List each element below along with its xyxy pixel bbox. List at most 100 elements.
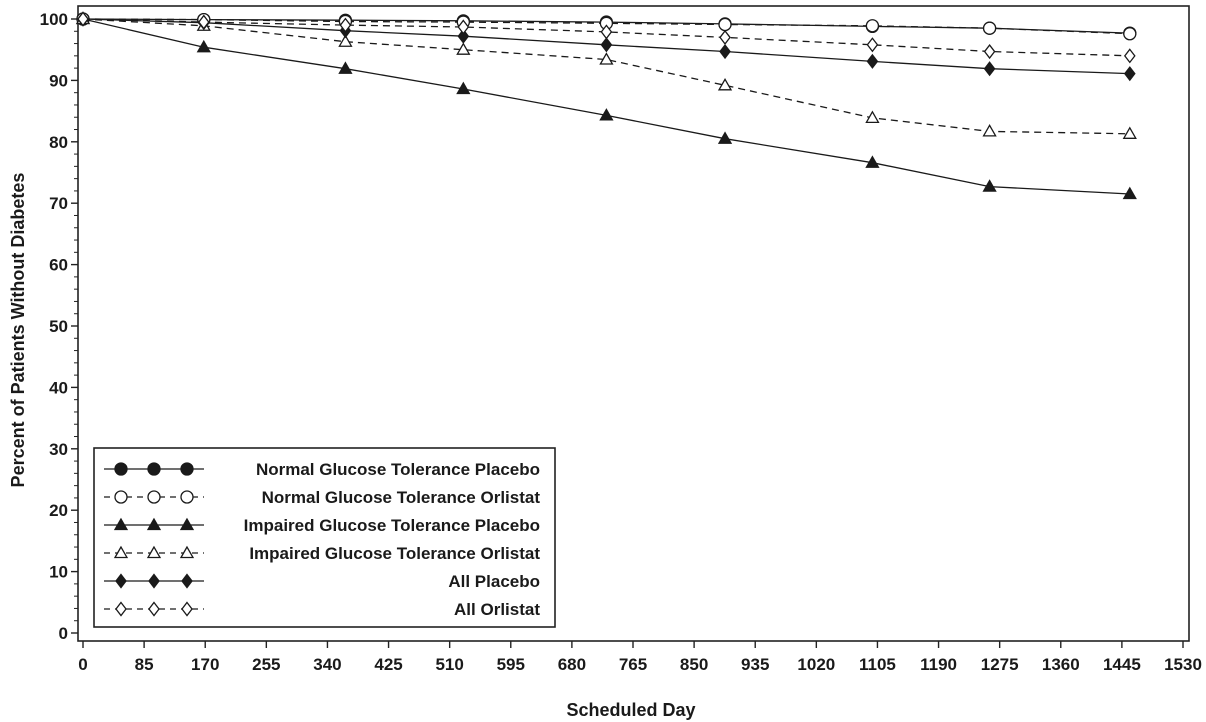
legend-marker	[179, 517, 195, 531]
y-tick-label: 80	[49, 133, 68, 152]
legend-label: Normal Glucose Tolerance Orlistat	[262, 488, 541, 507]
data-point	[599, 108, 614, 121]
legend-marker	[115, 601, 127, 617]
data-point	[719, 43, 731, 60]
data-point	[338, 34, 353, 47]
data-point	[982, 21, 997, 35]
legend-marker	[146, 545, 162, 559]
data-point	[866, 37, 879, 53]
series-6	[77, 11, 1136, 64]
data-point	[865, 110, 880, 124]
data-point	[599, 52, 614, 65]
y-tick-label: 20	[49, 501, 68, 520]
legend-marker	[180, 462, 194, 476]
x-tick-label: 340	[313, 655, 341, 674]
x-tick-label: 255	[252, 655, 280, 674]
data-point	[983, 43, 996, 60]
y-tick-label: 0	[59, 624, 68, 643]
y-tick-label: 10	[49, 563, 68, 582]
y-tick-label: 90	[49, 71, 68, 90]
data-point	[866, 53, 879, 69]
y-tick-label: 30	[49, 440, 68, 459]
data-point	[1122, 126, 1137, 139]
data-point	[717, 78, 733, 91]
data-point	[600, 37, 613, 53]
x-tick-label: 510	[435, 655, 463, 674]
data-point	[196, 39, 211, 53]
data-point	[1123, 66, 1136, 82]
y-tick-label: 50	[49, 317, 68, 336]
data-point	[600, 24, 613, 40]
data-point	[865, 19, 880, 33]
x-tick-label: 1190	[920, 655, 957, 674]
legend-marker	[181, 573, 193, 589]
data-point	[982, 124, 997, 137]
legend-entry-2: Normal Glucose Tolerance Orlistat	[104, 488, 540, 507]
legend-entry-4: Impaired Glucose Tolerance Orlistat	[104, 544, 540, 563]
data-point	[77, 11, 89, 27]
x-tick-label: 1020	[797, 655, 835, 674]
data-point	[339, 17, 352, 33]
x-tick-label: 0	[78, 655, 87, 674]
legend-entry-5: All Placebo	[104, 572, 540, 591]
legend-entry-1: Normal Glucose Tolerance Placebo	[104, 460, 540, 479]
legend-marker	[147, 490, 161, 504]
x-tick-label: 1275	[981, 655, 1019, 674]
x-axis-title: Scheduled Day	[566, 700, 695, 720]
legend-marker	[113, 545, 129, 559]
series-line	[82, 18, 1130, 35]
legend-marker	[146, 517, 162, 531]
y-tick-label: 100	[40, 10, 68, 29]
data-point	[338, 61, 353, 74]
data-point	[718, 17, 732, 32]
y-axis-title: Percent of Patients Without Diabetes	[8, 173, 28, 488]
legend-marker	[179, 545, 195, 559]
legend-label: All Placebo	[448, 572, 540, 591]
x-tick-label: 595	[497, 655, 525, 674]
series-line	[82, 18, 1130, 57]
legend-marker	[115, 573, 127, 589]
legend-label: Impaired Glucose Tolerance Orlistat	[249, 544, 540, 563]
legend-marker	[113, 517, 129, 531]
series-line	[82, 18, 1130, 135]
x-tick-label: 1105	[859, 655, 896, 674]
series-layer	[75, 11, 1137, 200]
legend: Normal Glucose Tolerance Placebo Normal G…	[93, 447, 556, 628]
x-tick-label: 1360	[1042, 655, 1080, 674]
x-tick-label: 850	[680, 655, 708, 674]
legend-label: All Orlistat	[454, 600, 540, 619]
x-tick-label: 765	[619, 655, 647, 674]
x-tick-label: 170	[191, 655, 219, 674]
data-point	[1122, 186, 1137, 200]
legend-label: Impaired Glucose Tolerance Placebo	[244, 516, 540, 535]
data-point	[197, 14, 210, 30]
x-tick-label: 935	[741, 655, 769, 674]
legend-marker	[148, 573, 160, 589]
data-point	[456, 42, 471, 55]
data-point	[456, 81, 471, 95]
legend-entry-3: Impaired Glucose Tolerance Placebo	[104, 516, 540, 535]
y-axis: 0 10 20 30 40 50 60 70 80 90 100	[40, 10, 78, 643]
legend-marker	[147, 462, 161, 476]
legend-marker	[114, 462, 128, 476]
x-tick-label: 680	[558, 655, 586, 674]
x-tick-label: 85	[135, 655, 154, 674]
legend-marker	[180, 490, 194, 504]
data-point	[983, 61, 996, 77]
legend-marker	[148, 601, 160, 617]
legend-box	[93, 447, 556, 628]
data-point	[865, 155, 880, 168]
y-tick-label: 70	[49, 194, 68, 213]
data-point	[1123, 27, 1137, 41]
data-point	[719, 29, 731, 45]
legend-marker	[181, 601, 193, 617]
legend-label: Normal Glucose Tolerance Placebo	[256, 460, 540, 479]
legend-marker	[114, 490, 128, 504]
series-3	[75, 11, 1137, 200]
x-tick-label: 1445	[1103, 655, 1141, 674]
legend-entry-6: All Orlistat	[104, 600, 540, 619]
data-point	[457, 28, 470, 44]
x-tick-label: 425	[374, 655, 402, 674]
data-point	[982, 179, 997, 192]
